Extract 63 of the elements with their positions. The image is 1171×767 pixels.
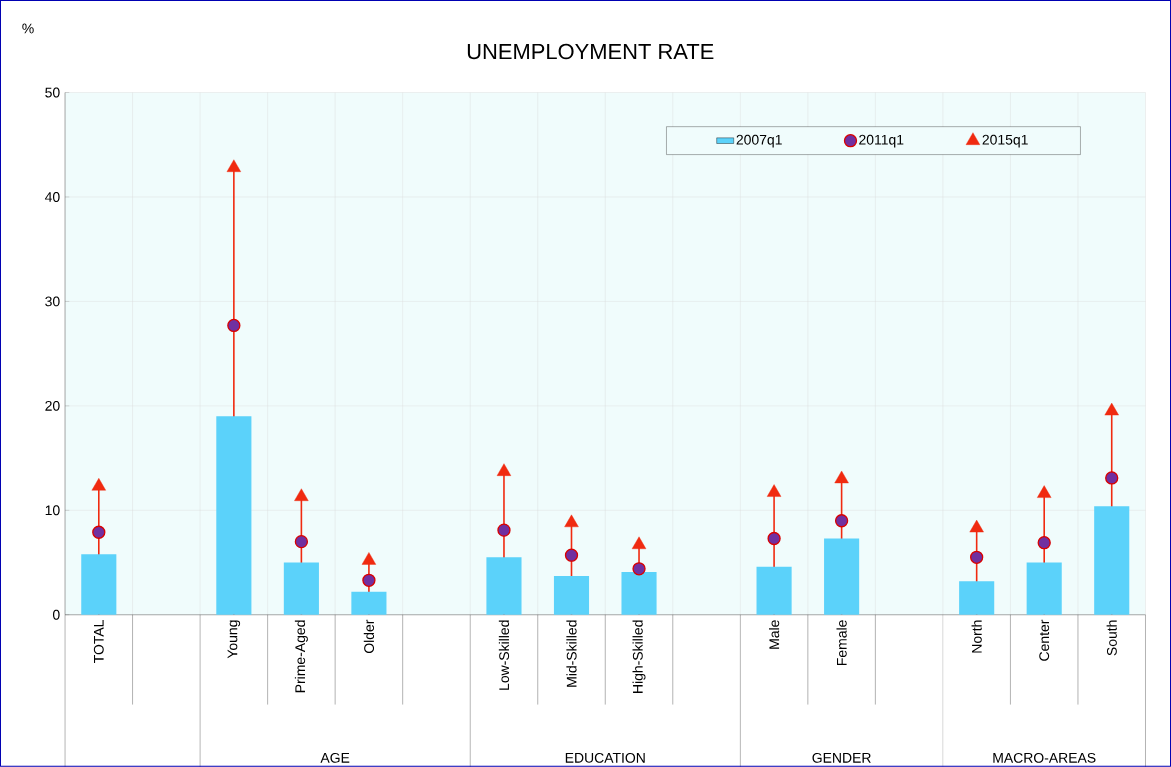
point — [294, 534, 309, 549]
point — [834, 470, 849, 483]
point — [834, 513, 849, 528]
x-tick-label: Center — [1039, 619, 1050, 661]
x-tick-label: Mid-Skilled — [566, 620, 577, 687]
point — [496, 463, 512, 476]
point — [92, 525, 106, 539]
point — [1104, 402, 1119, 416]
point — [1037, 485, 1052, 498]
point — [362, 573, 376, 587]
point — [970, 550, 984, 564]
bar — [756, 566, 792, 615]
y-tick-label: 0 — [52, 609, 60, 620]
y-tick-label: 30 — [45, 296, 60, 307]
bar — [1094, 505, 1130, 615]
bar — [1026, 562, 1062, 615]
point — [497, 523, 511, 537]
point — [969, 519, 984, 533]
y-tick-label: 50 — [45, 87, 60, 98]
x-tick-label: Male — [768, 620, 780, 649]
bar — [959, 581, 995, 615]
bar — [553, 575, 590, 615]
text: EDUCATION — [565, 752, 645, 763]
x-tick-label: South — [1106, 620, 1117, 656]
point — [632, 561, 646, 576]
text: GENDER — [812, 752, 871, 763]
bar — [216, 416, 252, 615]
point — [564, 514, 579, 527]
legend-label: 2007q1 — [736, 134, 782, 148]
x-tick-label: Female — [836, 620, 847, 665]
x-tick-label: Young — [227, 620, 241, 659]
point — [766, 484, 782, 497]
point — [91, 477, 106, 491]
point — [564, 548, 579, 562]
legend-label: 2015q1 — [982, 134, 1028, 148]
point — [631, 536, 647, 549]
legend-label: 2011q1 — [859, 134, 904, 148]
bar — [351, 591, 387, 615]
y-tick-label: 20 — [45, 400, 60, 411]
x-tick-label: Older — [363, 619, 375, 653]
point — [1105, 471, 1119, 485]
chart-title: UNEMPLOYMENT RATE — [467, 43, 714, 60]
x-tick-label: High-Skilled — [632, 620, 646, 693]
y-tick-label: 40 — [44, 191, 60, 202]
x-tick-label: North — [971, 620, 982, 653]
y-axis-title: % — [22, 23, 34, 34]
x-tick-label: TOTAL — [93, 619, 104, 663]
bar — [81, 553, 117, 615]
bar — [621, 571, 657, 615]
point — [1037, 535, 1051, 550]
text: AGE — [320, 752, 350, 763]
y-tick-label: 10 — [45, 505, 60, 516]
x-tick-label: Low-Skilled — [498, 620, 510, 690]
bar — [283, 562, 319, 615]
x-tick-label: Prime-Aged — [294, 620, 308, 692]
point — [361, 552, 377, 565]
bar — [486, 557, 522, 615]
point — [767, 531, 781, 545]
bar — [824, 538, 860, 615]
point — [226, 159, 241, 172]
text: MACRO-AREAS — [993, 752, 1096, 763]
point — [227, 318, 241, 332]
point — [294, 488, 309, 501]
